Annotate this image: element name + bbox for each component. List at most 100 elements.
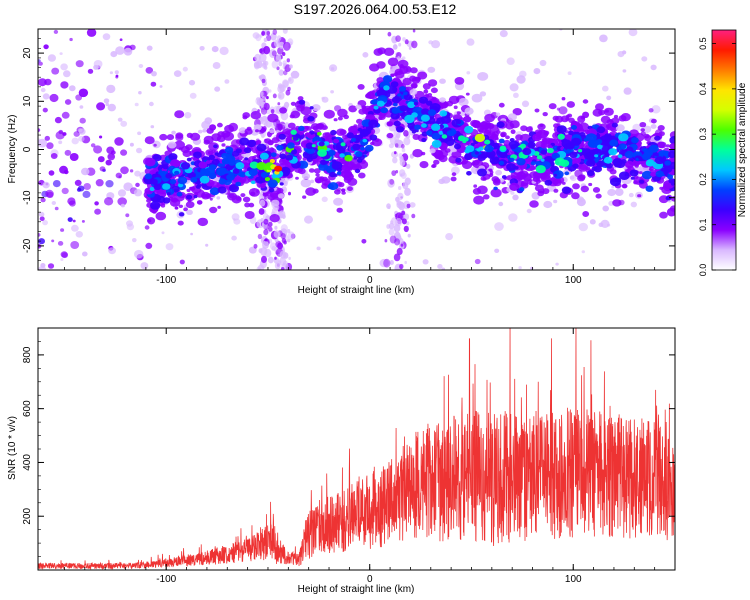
spectral-blob	[622, 69, 627, 73]
spectral-blob	[283, 63, 287, 67]
spectral-blob	[268, 89, 272, 93]
spectral-blob	[400, 243, 404, 247]
spectral-blob	[341, 169, 353, 179]
spectral-blob	[69, 200, 76, 207]
spectral-blob	[532, 176, 540, 182]
spectral-blob	[419, 161, 429, 169]
colorbar-tick-label: 0.5	[698, 37, 708, 50]
spectral-blob	[557, 133, 565, 140]
spectral-blob	[401, 210, 406, 216]
spectral-blob	[395, 196, 400, 202]
spectral-blob	[508, 140, 520, 150]
colorbar-tick-label: 0.1	[698, 218, 708, 231]
spectral-blob	[617, 154, 623, 159]
spectral-blob	[175, 132, 184, 139]
spectral-blob	[527, 141, 536, 149]
spectral-blob	[569, 151, 578, 159]
spectral-blob	[571, 125, 577, 130]
spectral-blob	[166, 134, 175, 141]
spectral-blob	[190, 132, 201, 141]
spectral-blob	[38, 138, 41, 143]
spectral-blob	[159, 133, 168, 141]
top-y-tick-label: -20	[22, 238, 33, 253]
spectral-blob	[120, 166, 129, 175]
spectral-blob	[341, 188, 346, 192]
spectral-blob	[333, 197, 344, 206]
spectral-blob	[50, 153, 58, 159]
spectral-blob	[94, 208, 101, 215]
spectral-blob	[395, 133, 401, 139]
spectral-blob	[214, 86, 221, 92]
spectral-blob	[51, 239, 55, 243]
spectral-blob	[359, 129, 369, 137]
spectral-blob	[258, 208, 265, 215]
spectral-blob	[328, 145, 333, 149]
spectral-blob	[79, 117, 86, 124]
spectral-blob	[203, 139, 210, 145]
spectral-blob	[579, 132, 586, 138]
spectral-blob	[69, 85, 76, 92]
spectral-blob	[611, 185, 615, 189]
spectral-blob	[115, 75, 119, 79]
spectral-blob	[263, 37, 268, 43]
spectral-blob	[283, 70, 288, 76]
spectral-blob	[285, 89, 291, 96]
spectral-blob	[360, 146, 365, 151]
spectral-blob	[603, 156, 613, 164]
spectral-blob	[259, 178, 266, 183]
spectral-blob	[540, 158, 545, 162]
spectral-blob	[383, 258, 391, 268]
spectral-blob	[399, 105, 408, 112]
spectral-blob	[133, 189, 143, 197]
spectral-blob	[155, 211, 167, 221]
spectral-blob	[318, 162, 329, 171]
spectral-blob	[643, 125, 652, 133]
spectral-blob	[331, 159, 337, 163]
spectral-blob	[264, 177, 271, 182]
spectral-blob	[629, 169, 639, 177]
spectral-blob	[464, 153, 473, 161]
spectral-blob	[406, 203, 411, 209]
spectral-blob	[339, 153, 345, 158]
spectral-blob	[220, 163, 226, 167]
spectral-blob	[535, 161, 541, 166]
spectral-blob	[188, 79, 196, 86]
spectral-blob	[96, 102, 106, 111]
spectral-blob	[75, 60, 84, 68]
spectral-blob	[75, 231, 84, 238]
spectral-blob	[479, 91, 487, 97]
spectral-blob	[171, 130, 176, 135]
spectral-blob	[64, 99, 72, 105]
spectral-blob	[38, 61, 43, 66]
spectral-blob	[499, 29, 508, 38]
spectral-blob	[177, 176, 188, 185]
spectral-blob	[278, 69, 284, 76]
spectral-blob	[386, 121, 394, 127]
spectral-blob	[602, 205, 609, 212]
spectral-blob	[669, 205, 675, 212]
spectral-blob	[165, 173, 173, 179]
spectral-blob	[556, 123, 561, 127]
colorbar-label: Normalized spectral amplitude	[737, 82, 748, 217]
spectral-blob	[413, 101, 419, 106]
spectral-blob	[623, 87, 632, 95]
spectral-blob	[487, 123, 495, 129]
spectral-blob	[409, 202, 416, 208]
spectral-blob	[664, 166, 673, 173]
spectral-blob	[59, 165, 68, 174]
spectral-blob	[422, 259, 429, 265]
spectral-blob	[224, 79, 230, 84]
spectral-blob	[144, 136, 155, 145]
spectral-blob	[500, 133, 506, 138]
spectral-blob	[406, 221, 410, 226]
spectral-blob	[302, 195, 307, 199]
spectral-blob	[73, 131, 80, 137]
spectral-blob	[195, 184, 201, 189]
spectral-blob	[612, 199, 622, 207]
spectral-blob	[60, 258, 64, 261]
spectral-blob	[343, 114, 350, 120]
spectral-blob	[593, 165, 603, 173]
spectral-blob	[199, 46, 205, 51]
spectral-blob	[226, 173, 235, 181]
spectral-blob	[554, 157, 566, 166]
